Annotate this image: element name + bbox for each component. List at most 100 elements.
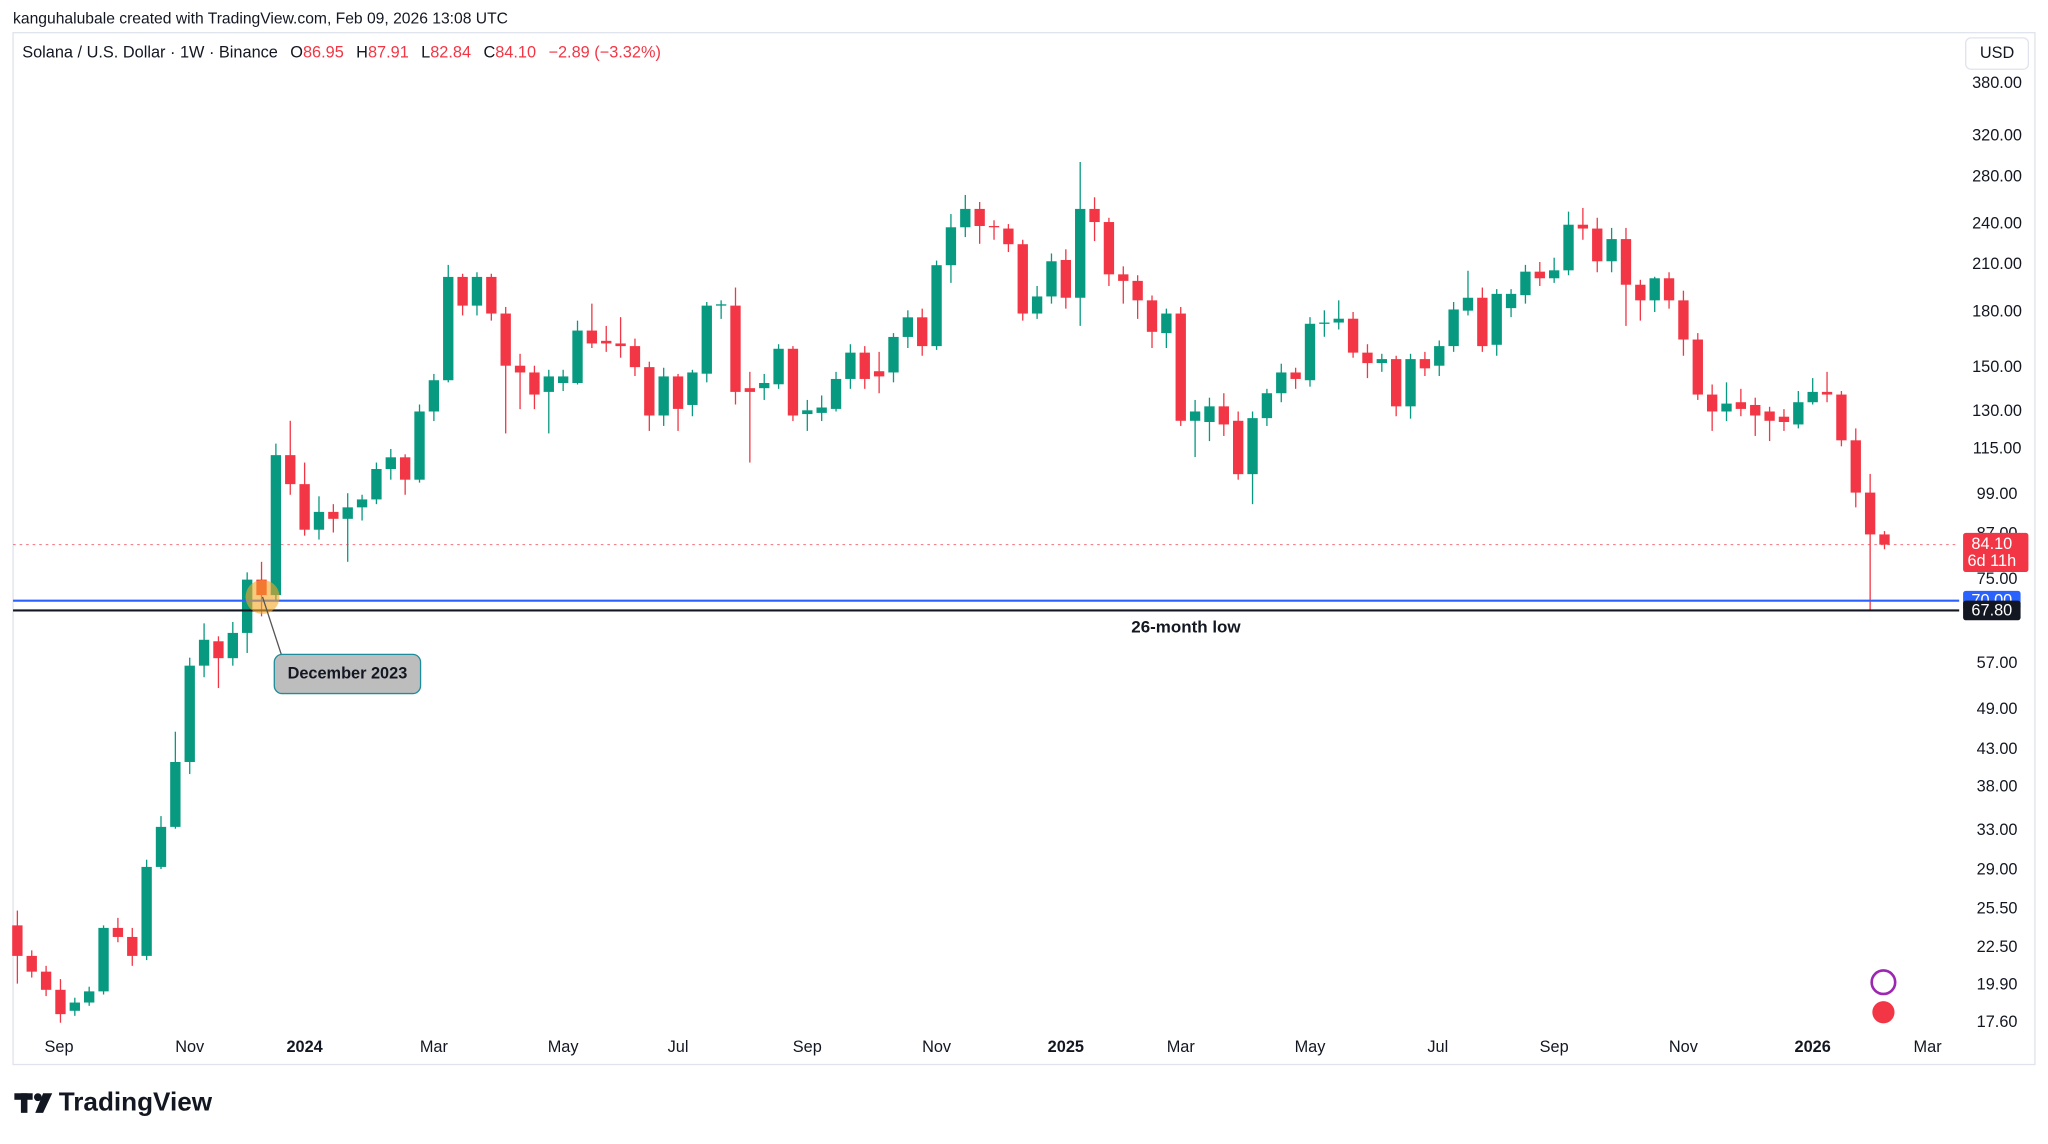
candle-body [529, 372, 540, 395]
candle-body [1534, 271, 1545, 279]
candle-body [629, 346, 641, 368]
y-tick-label: 19.90 [1977, 975, 2018, 993]
y-tick-label: 130.00 [1972, 402, 2022, 420]
candle-body [1075, 208, 1086, 298]
x-tick-label: Sep [45, 1038, 74, 1056]
y-tick-label: 210.00 [1972, 255, 2022, 273]
candle-body [40, 971, 52, 990]
level-label-box [1963, 600, 2021, 621]
candle-body [1434, 346, 1445, 366]
candle-body [730, 305, 741, 392]
x-tick-label: 2025 [1048, 1038, 1084, 1056]
candle-body [1247, 418, 1258, 475]
y-tick-label: 280.00 [1972, 167, 2022, 185]
symbol-title: Solana / U.S. Dollar · 1W · Binance [22, 44, 278, 62]
currency-button[interactable] [1965, 37, 2030, 70]
countdown: 6d 11h [1967, 552, 2016, 570]
candle-body [313, 511, 325, 530]
candle-body [543, 376, 554, 392]
y-tick-label: 49.00 [1977, 700, 2018, 718]
candle-body [399, 457, 411, 480]
candle-body [500, 313, 511, 366]
brand: TradingView [59, 1087, 213, 1117]
candle-body [802, 410, 813, 415]
candle-body [873, 371, 885, 377]
candle-body [759, 382, 770, 389]
candle-body [299, 484, 310, 530]
candle-body [1161, 313, 1172, 334]
candle-body [1649, 278, 1660, 301]
candle-body [1146, 300, 1158, 332]
level-label: 67.80 [1971, 601, 2012, 619]
y-tick-label: 38.00 [1977, 778, 2018, 796]
candle-body [1592, 228, 1603, 262]
candle-body [1347, 318, 1359, 353]
y-tick-label: 57.00 [1977, 654, 2018, 672]
candle-body [1735, 402, 1747, 409]
candle-body [572, 330, 583, 383]
candle-body [227, 632, 238, 659]
x-tick-label: Mar [1914, 1038, 1943, 1056]
candle-body [1606, 239, 1617, 262]
candle-body [988, 225, 1000, 228]
candle-body [845, 352, 856, 379]
candle-body [1520, 271, 1531, 296]
icon[interactable] [1870, 969, 1897, 996]
candle-body [1419, 359, 1431, 369]
candle-body [1376, 359, 1387, 364]
candle-body [1189, 411, 1201, 421]
y-tick-label: 180.00 [1972, 302, 2022, 320]
candle-body [514, 365, 526, 373]
candle-body [715, 304, 727, 306]
candle-body [371, 469, 382, 500]
candle-body [1046, 261, 1057, 297]
candle-body [1491, 293, 1502, 345]
candle-body [443, 276, 454, 381]
candle-body [1017, 244, 1028, 314]
candle-body [356, 499, 368, 508]
y-tick-label: 22.50 [1977, 938, 2018, 956]
candle-body [127, 936, 138, 956]
candle-body [1836, 394, 1847, 441]
candle-body [328, 511, 339, 519]
y-tick-label: 25.50 [1977, 900, 2018, 918]
candle-body [1477, 297, 1488, 347]
candle-body [1175, 313, 1186, 421]
candle-body [586, 330, 598, 344]
ohlc-key: H [356, 44, 368, 62]
candle-body [1304, 323, 1316, 381]
candle-body [428, 380, 440, 412]
candle-body [1003, 228, 1014, 245]
candle-body [1793, 402, 1804, 425]
y-tick-label: 115.00 [1973, 439, 2022, 457]
currency[interactable]: USD [1980, 44, 2014, 62]
icon[interactable] [1871, 999, 1896, 1025]
symbol-header: Solana / U.S. Dollar · 1W · Binance O86.… [22, 44, 661, 62]
candle-body [1391, 359, 1402, 407]
candle-body [213, 641, 224, 659]
candle-body [26, 955, 37, 972]
candle-body [557, 376, 569, 383]
candle-body [1764, 411, 1775, 421]
candle-body [888, 336, 899, 373]
candle-body [155, 826, 167, 867]
candle-body [471, 276, 483, 306]
candle-body [902, 317, 914, 337]
candle-body [241, 579, 253, 633]
x-tick-label: May [548, 1038, 580, 1056]
x-tick-label: Nov [922, 1038, 952, 1056]
ohlc-value: 86.95 [303, 44, 344, 62]
candle-body [615, 343, 626, 347]
y-tick-label: 29.00 [1977, 860, 2018, 878]
plot: 380.00 320.00 280.00 240.00 210.00 180.00 150.… [12, 74, 2022, 1056]
candle-body [170, 761, 181, 827]
callout-box [273, 653, 422, 695]
candle-body [1089, 208, 1100, 223]
y-tick-label: 240.00 [1972, 214, 2022, 232]
candle-body [1276, 372, 1287, 394]
change: −2.89 (−3.32%) [548, 44, 660, 62]
candle-body [1864, 492, 1876, 535]
candle-body [184, 665, 195, 762]
ohlc-key: O [290, 44, 303, 62]
